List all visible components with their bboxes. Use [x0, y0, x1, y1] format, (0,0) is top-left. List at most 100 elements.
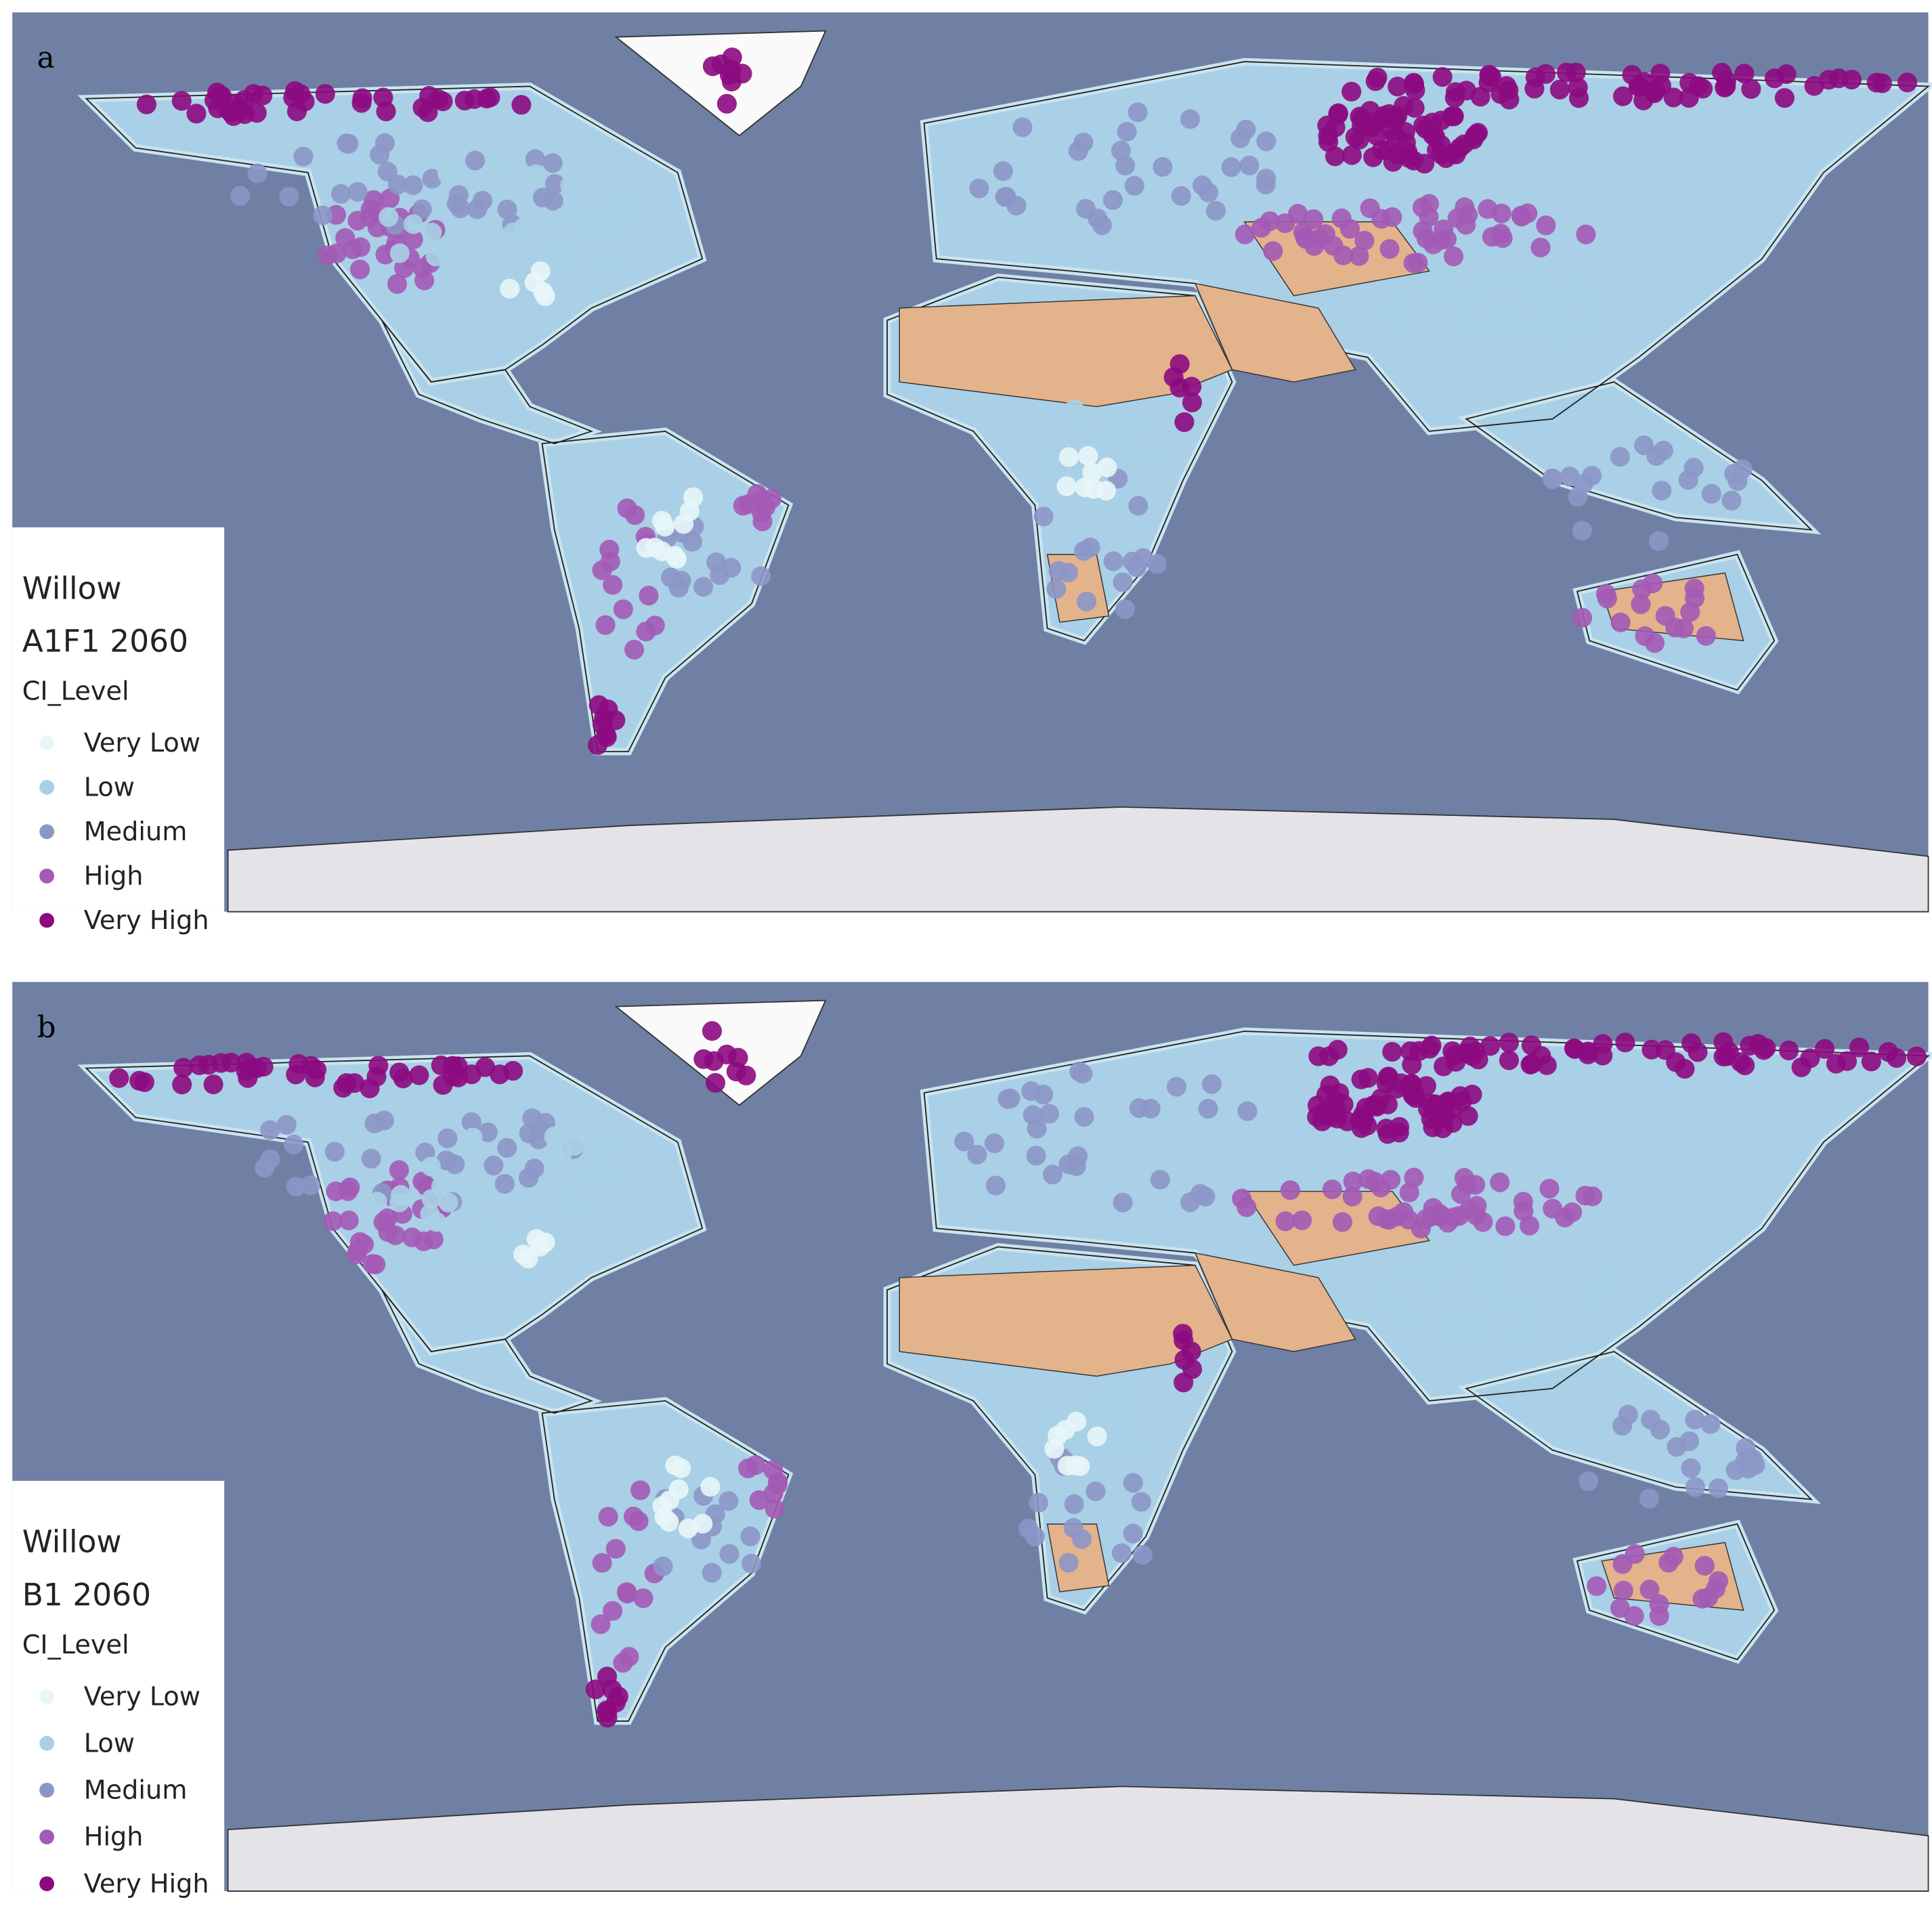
- ci-dot: [1652, 480, 1672, 501]
- ci-dot: [1530, 237, 1551, 258]
- ci-dot: [1396, 1312, 1416, 1333]
- ci-dot: [616, 1582, 637, 1602]
- ci-dot: [1125, 410, 1145, 430]
- panel-label: a: [37, 41, 55, 75]
- ci-dot: [1475, 1266, 1495, 1287]
- ci-dot: [1388, 77, 1408, 97]
- ci-dot: [597, 1708, 618, 1728]
- ci-dot: [437, 162, 457, 182]
- ci-dot: [1678, 470, 1698, 490]
- ci-dot: [1352, 1104, 1373, 1125]
- ci-dot: [595, 615, 616, 635]
- ci-dot: [511, 95, 532, 115]
- ci-dot: [1342, 1186, 1362, 1207]
- ci-dot: [1006, 196, 1027, 216]
- ci-dot: [678, 1518, 698, 1538]
- ci-dot: [1304, 236, 1325, 256]
- ci-dot: [253, 1056, 274, 1077]
- ci-dot: [1075, 477, 1095, 498]
- ci-dot: [1174, 1349, 1195, 1370]
- ci-dot: [1650, 1419, 1671, 1439]
- ci-dot: [598, 1507, 618, 1527]
- ci-dot: [1365, 1171, 1386, 1192]
- ci-dot: [1906, 1046, 1927, 1066]
- ci-dot: [1645, 633, 1665, 653]
- ci-dot: [1115, 155, 1136, 176]
- antarctica: [227, 1785, 1929, 1892]
- ci-dot: [403, 175, 423, 196]
- ci-dot: [1694, 1555, 1715, 1576]
- ci-dot: [1513, 1192, 1533, 1212]
- ci-dot: [1325, 146, 1346, 167]
- ci-dot: [360, 199, 381, 219]
- ci-dot: [171, 91, 192, 111]
- ci-dot: [497, 199, 517, 219]
- ci-dot: [1575, 1186, 1595, 1206]
- ci-dot: [422, 169, 442, 189]
- ci-dot: [1379, 239, 1400, 259]
- ci-dot: [613, 599, 633, 620]
- ci-dot: [1109, 1429, 1129, 1450]
- ci-dot: [1828, 68, 1849, 89]
- ci-dot: [1182, 392, 1202, 412]
- ci-dot: [1153, 156, 1173, 177]
- ci-dot: [230, 186, 251, 206]
- ci-dot: [484, 156, 504, 176]
- ci-dot: [597, 1138, 617, 1158]
- ci-dot: [1341, 81, 1362, 102]
- legend-label: High: [84, 1823, 144, 1853]
- ci-dot: [1421, 1035, 1442, 1056]
- ci-dot: [1174, 412, 1195, 433]
- ci-dot: [1123, 1523, 1143, 1544]
- ci-dot: [706, 553, 727, 573]
- ci-dot: [1349, 246, 1369, 266]
- ci-dot: [1382, 121, 1402, 141]
- ci-dot: [1451, 1321, 1472, 1341]
- ci-dot: [373, 1212, 393, 1232]
- ci-dot: [1624, 1606, 1644, 1626]
- ci-dot: [1033, 506, 1054, 527]
- ci-dot: [286, 1064, 306, 1085]
- ci-dot: [480, 87, 500, 108]
- ci-dot: [1180, 1192, 1201, 1213]
- ci-dot: [1646, 446, 1667, 467]
- ci-dot: [1685, 1410, 1705, 1430]
- ci-dot: [350, 237, 370, 257]
- ci-dot: [768, 1471, 788, 1492]
- ci-dot: [738, 1458, 758, 1479]
- ci-dot: [1354, 230, 1375, 251]
- eurasia-border: [923, 1031, 1930, 1402]
- legend-field: CI_Level: [22, 1630, 129, 1660]
- ci-dot: [1131, 1492, 1151, 1512]
- ci-dot: [1066, 1435, 1086, 1455]
- ci-dot: [560, 175, 580, 196]
- ci-dot: [247, 163, 267, 183]
- ci-dot: [1565, 281, 1585, 301]
- ci-dot: [653, 1556, 673, 1576]
- ci-dot: [1437, 265, 1457, 285]
- ci-dot: [1800, 1048, 1820, 1068]
- ci-dot: [630, 1480, 651, 1500]
- ci-dot: [519, 1168, 539, 1188]
- ci-dot: [1555, 1207, 1575, 1228]
- ci-dot: [425, 246, 446, 267]
- ci-dot: [1708, 1571, 1729, 1591]
- ci-dot: [1382, 207, 1402, 228]
- ci-dot: [1332, 1212, 1352, 1232]
- ci-dot: [189, 1055, 209, 1075]
- ci-dot: [1679, 1431, 1700, 1452]
- ci-dot: [1056, 476, 1077, 496]
- ci-dot: [1048, 561, 1069, 581]
- ci-dot: [1365, 71, 1386, 91]
- ci-dot: [312, 205, 333, 225]
- ci-dot: [1096, 481, 1116, 501]
- ci-dot: [253, 85, 273, 106]
- legend-swatch: [39, 913, 55, 928]
- ci-dot: [421, 1189, 442, 1209]
- ci-dot: [1499, 89, 1520, 110]
- ci-dot: [1251, 217, 1272, 238]
- ci-dot: [335, 228, 356, 248]
- legend-swatch: [39, 1689, 55, 1704]
- ci-dot: [1721, 490, 1742, 511]
- ci-dot: [438, 1192, 458, 1213]
